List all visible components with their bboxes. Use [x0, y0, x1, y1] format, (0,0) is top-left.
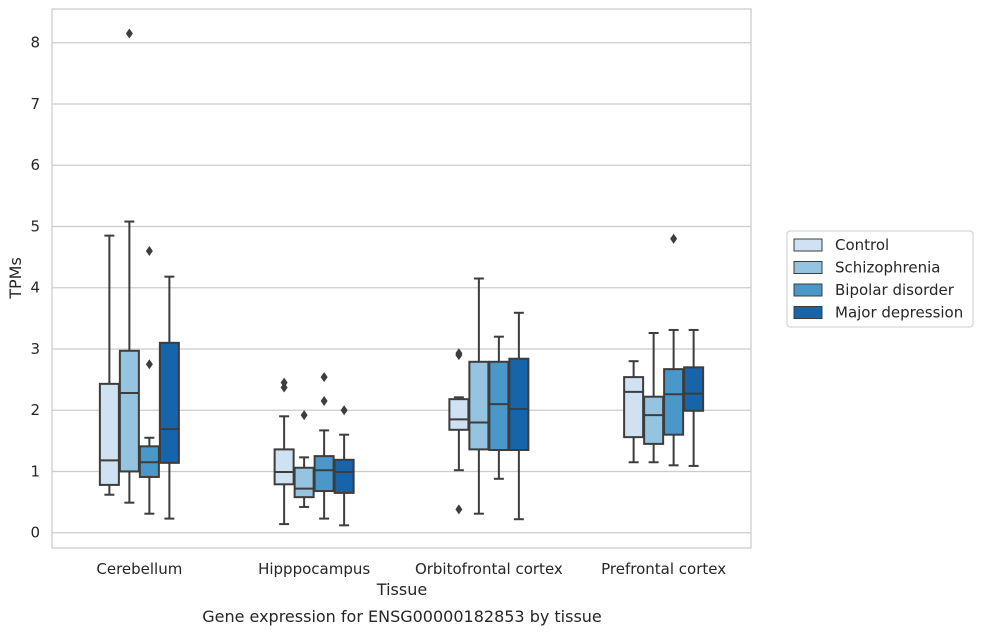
outlier-point [320, 372, 328, 383]
legend-swatch [793, 261, 823, 274]
y-axis-ticks: 0 1 2 3 4 5 6 7 8 [30, 34, 40, 542]
box-major-depression [683, 328, 705, 467]
chart-caption: Gene expression for ENSG00000182853 by t… [202, 607, 602, 626]
box-schizophrenia [643, 332, 665, 464]
y-axis-label: TPMs [6, 257, 25, 300]
box-major-depression [508, 311, 530, 521]
outlier-point [670, 233, 678, 244]
y-tick-label: 5 [30, 217, 40, 235]
x-axis-label: Tissue [376, 580, 427, 599]
legend-item: Bipolar disorder [793, 281, 955, 299]
box-schizophrenia [118, 28, 140, 504]
box-body [683, 366, 705, 412]
outlier-point [145, 245, 153, 256]
outlier-point [280, 377, 288, 388]
x-tick-label: Orbitofrontal cortex [415, 560, 563, 578]
outlier-point [340, 405, 348, 416]
outlier-point [145, 359, 153, 370]
y-tick-label: 0 [30, 524, 40, 542]
box-bipolar-disorder [663, 233, 685, 467]
box-control [448, 348, 470, 515]
outlier-point [320, 396, 328, 406]
box-body [118, 349, 140, 473]
box-body [313, 455, 335, 493]
box-bipolar-disorder [313, 372, 335, 520]
outlier-point [300, 410, 308, 421]
box-body [98, 382, 120, 486]
box-body [623, 376, 645, 439]
outlier-point [125, 28, 133, 39]
legend-label: Schizophrenia [835, 259, 940, 277]
legend-label: Control [835, 236, 889, 254]
box-control [273, 377, 295, 526]
box-bipolar-disorder [138, 245, 160, 515]
x-axis-ticks: Cerebellum Hipppocampus Orbitofrontal cort… [96, 560, 726, 578]
y-tick-label: 8 [30, 34, 40, 52]
legend: Control Schizophrenia Bipolar disorder Majo… [786, 230, 974, 328]
legend-swatch [793, 238, 823, 252]
box-control [623, 360, 645, 464]
boxes [98, 28, 705, 527]
outlier-point [455, 504, 463, 515]
y-tick-label: 1 [30, 462, 40, 480]
y-tick-label: 6 [30, 156, 40, 174]
box-body [488, 360, 510, 451]
y-tick-label: 2 [30, 401, 40, 419]
legend-item: Schizophrenia [793, 259, 940, 277]
plot-frame [51, 8, 752, 549]
box-major-depression [333, 405, 355, 527]
x-tick-label: Hipppocampus [258, 560, 370, 578]
legend-swatch [793, 283, 823, 297]
box-body [158, 341, 180, 464]
box-bipolar-disorder [488, 335, 510, 480]
box-body [448, 398, 470, 431]
legend-item: Major depression [793, 304, 963, 322]
outlier-point [455, 348, 463, 359]
box-body [273, 448, 295, 486]
legend-label: Bipolar disorder [835, 281, 955, 299]
box-body [468, 360, 490, 451]
box-body [333, 458, 355, 494]
box-schizophrenia [293, 410, 315, 508]
box-body [293, 466, 315, 499]
legend-label: Major depression [835, 304, 963, 322]
box-body [663, 368, 685, 436]
y-tick-label: 4 [30, 279, 40, 297]
legend-swatch [793, 306, 823, 319]
y-tick-label: 7 [30, 95, 40, 113]
box-body [508, 357, 530, 451]
legend-item: Control [793, 236, 889, 254]
x-tick-label: Cerebellum [96, 560, 182, 578]
legend-frame [786, 230, 974, 328]
y-tick-label: 3 [30, 340, 40, 358]
x-tick-label: Prefrontal cortex [601, 560, 726, 578]
box-schizophrenia [468, 277, 490, 515]
box-body [643, 395, 665, 445]
box-major-depression [158, 275, 180, 520]
box-control [98, 234, 120, 496]
